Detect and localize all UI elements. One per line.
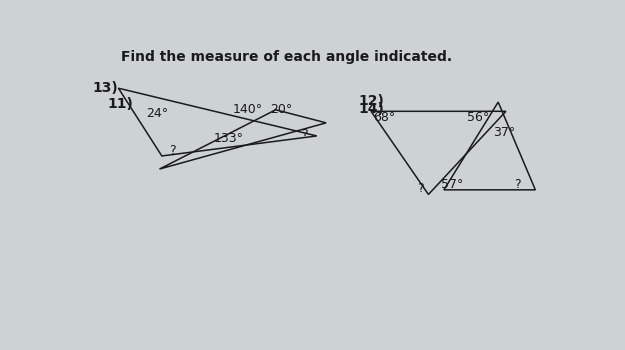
Text: Find the measure of each angle indicated.: Find the measure of each angle indicated… xyxy=(121,50,452,64)
Text: 37°: 37° xyxy=(492,126,515,139)
Text: 56°: 56° xyxy=(467,111,489,124)
Text: 140°: 140° xyxy=(233,103,263,116)
Text: ?: ? xyxy=(418,182,424,195)
Text: ?: ? xyxy=(514,178,520,191)
Text: 24°: 24° xyxy=(146,107,169,120)
Text: 20°: 20° xyxy=(271,103,292,116)
Text: 11): 11) xyxy=(107,97,134,111)
Text: 57°: 57° xyxy=(441,178,463,191)
Text: ?: ? xyxy=(169,144,176,157)
Text: 12): 12) xyxy=(359,94,384,108)
Text: 14): 14) xyxy=(359,102,384,116)
Text: 13): 13) xyxy=(92,80,118,94)
Text: 68°: 68° xyxy=(372,111,395,124)
Text: 133°: 133° xyxy=(214,132,244,145)
Text: ?: ? xyxy=(301,128,308,141)
